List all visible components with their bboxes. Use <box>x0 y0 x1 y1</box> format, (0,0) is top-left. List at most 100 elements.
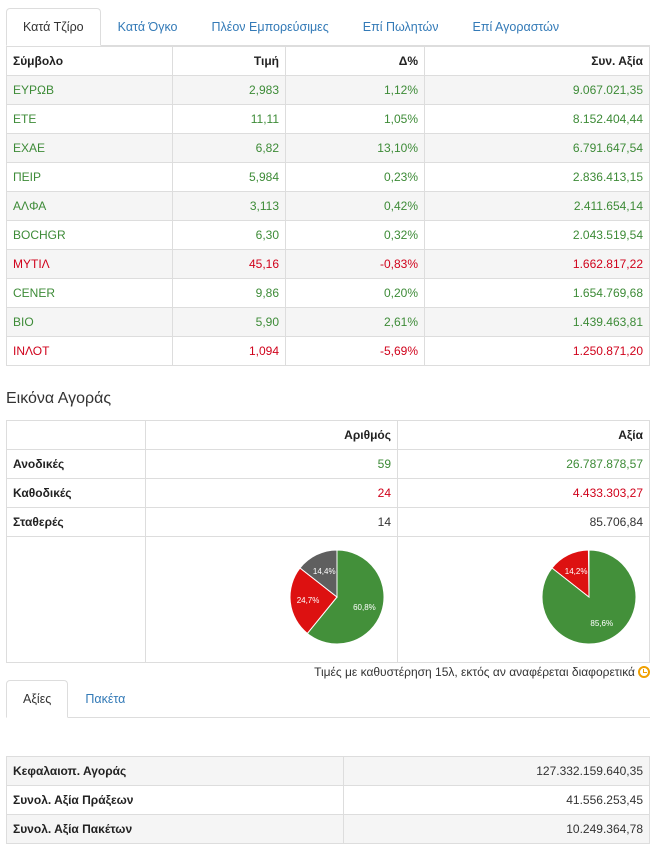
value-cell: 6.791.647,54 <box>424 133 650 163</box>
value-cell: 26.787.878,57 <box>397 449 650 479</box>
clock-icon <box>638 666 650 678</box>
symbol-cell[interactable]: ΑΛΦΑ <box>6 191 173 221</box>
pie-label: 14,2% <box>565 567 588 576</box>
total-value: 41.556.253,45 <box>343 785 650 815</box>
pie-slice-Καθοδικές <box>289 567 338 635</box>
table-row[interactable]: ΑΛΦΑ 3,113 0,42% 2.411.654,14 <box>6 191 650 221</box>
total-label: Κεφαλαιοπ. Αγοράς <box>6 756 344 786</box>
market-table: Αριθμός Αξία Ανοδικές 59 26.787.878,57 Κ… <box>6 420 650 663</box>
price-cell: 6,82 <box>172 133 286 163</box>
symbol-cell[interactable]: ΕΥΡΩΒ <box>6 75 173 105</box>
table-row[interactable]: CENER 9,86 0,20% 1.654.769,68 <box>6 278 650 308</box>
pie-label: 24,7% <box>297 596 320 605</box>
change-cell: 2,61% <box>285 307 425 337</box>
change-cell: 1,05% <box>285 104 425 134</box>
tab-by-volume[interactable]: Κατά Όγκο <box>117 20 178 34</box>
value-cell: 4.433.303,27 <box>397 478 650 508</box>
table-row[interactable]: BOCHGR 6,30 0,32% 2.043.519,54 <box>6 220 650 250</box>
change-cell: -5,69% <box>285 336 425 366</box>
value-cell: 2.411.654,14 <box>424 191 650 221</box>
tab-values[interactable]: Αξίες <box>6 680 69 718</box>
symbol-cell[interactable]: ΙΝΛΟΤ <box>6 336 173 366</box>
header-market-value: Αξία <box>397 420 650 450</box>
table-row: Κεφαλαιοπ. Αγοράς 127.332.159.640,35 <box>6 756 650 786</box>
value-cell: 85.706,84 <box>397 507 650 537</box>
pie-label: 85,6% <box>590 619 613 628</box>
symbol-cell[interactable]: ΜΥΤΙΛ <box>6 249 173 279</box>
change-cell: 0,23% <box>285 162 425 192</box>
tab-blocks[interactable]: Πακέτα <box>85 692 126 706</box>
table-row: Συνολ. Αξία Πράξεων 41.556.253,45 <box>6 785 650 815</box>
empty-cell <box>6 536 146 663</box>
symbol-cell[interactable]: ΒΙΟ <box>6 307 173 337</box>
pie-label: 60,8% <box>353 603 376 612</box>
change-cell: 0,32% <box>285 220 425 250</box>
table-row[interactable]: ΒΙΟ 5,90 2,61% 1.439.463,81 <box>6 307 650 337</box>
symbol-cell[interactable]: ΕΧΑΕ <box>6 133 173 163</box>
header-value: Συν. Αξία <box>424 46 650 76</box>
header-empty <box>6 420 146 450</box>
table-row[interactable]: ΕΥΡΩΒ 2,983 1,12% 9.067.021,35 <box>6 75 650 105</box>
change-cell: 13,10% <box>285 133 425 163</box>
symbol-cell[interactable]: BOCHGR <box>6 220 173 250</box>
price-cell: 5,984 <box>172 162 286 192</box>
symbol-cell[interactable]: ΕΤΕ <box>6 104 173 134</box>
table-row: Σταθερές 14 85.706,84 <box>6 507 650 537</box>
value-cell: 8.152.404,44 <box>424 104 650 134</box>
value-pie-chart: 85,6% 14,2% <box>541 549 637 645</box>
value-cell: 1.439.463,81 <box>424 307 650 337</box>
row-label: Καθοδικές <box>6 478 146 508</box>
pie-slice-Ανοδικές <box>306 549 385 645</box>
value-cell: 2.043.519,54 <box>424 220 650 250</box>
delay-note-text: Τιμές με καθυστέρηση 15λ, εκτός αν αναφέ… <box>314 665 635 679</box>
table-row[interactable]: ΙΝΛΟΤ 1,094 -5,69% 1.250.871,20 <box>6 336 650 366</box>
top-tabs: Κατά Τζίρο Κατά Όγκο Πλέον Εμπορεύσιμες … <box>6 8 650 46</box>
price-cell: 5,90 <box>172 307 286 337</box>
count-pie-cell: 60,8% 24,7% 14,4% <box>145 536 398 663</box>
tab-by-turnover[interactable]: Κατά Τζίρο <box>6 8 101 46</box>
count-pie-chart: 60,8% 24,7% 14,4% <box>289 549 385 645</box>
tab-buyers[interactable]: Επί Αγοραστών <box>472 20 560 34</box>
table-row: Ανοδικές 59 26.787.878,57 <box>6 449 650 479</box>
row-label: Ανοδικές <box>6 449 146 479</box>
tab-sellers[interactable]: Επί Πωλητών <box>362 20 439 34</box>
table-row: Συνολ. Αξία Πακέτων 10.249.364,78 <box>6 814 650 844</box>
change-cell: 0,42% <box>285 191 425 221</box>
header-symbol: Σύμβολο <box>6 46 173 76</box>
value-cell: 9.067.021,35 <box>424 75 650 105</box>
total-label: Συνολ. Αξία Πακέτων <box>6 814 344 844</box>
tab-most-traded[interactable]: Πλέον Εμπορεύσιμες <box>211 20 329 34</box>
header-change: Δ% <box>285 46 425 76</box>
total-label: Συνολ. Αξία Πράξεων <box>6 785 344 815</box>
count-cell: 59 <box>145 449 398 479</box>
price-cell: 3,113 <box>172 191 286 221</box>
price-cell: 2,983 <box>172 75 286 105</box>
total-value: 10.249.364,78 <box>343 814 650 844</box>
table-row[interactable]: ΜΥΤΙΛ 45,16 -0,83% 1.662.817,22 <box>6 249 650 279</box>
table-row[interactable]: ΠΕΙΡ 5,984 0,23% 2.836.413,15 <box>6 162 650 192</box>
delay-note: Τιμές με καθυστέρηση 15λ, εκτός αν αναφέ… <box>314 665 650 679</box>
value-cell: 1.662.817,22 <box>424 249 650 279</box>
symbol-cell[interactable]: ΠΕΙΡ <box>6 162 173 192</box>
header-count: Αριθμός <box>145 420 398 450</box>
table-row[interactable]: ΕΧΑΕ 6,82 13,10% 6.791.647,54 <box>6 133 650 163</box>
count-cell: 24 <box>145 478 398 508</box>
price-cell: 1,094 <box>172 336 286 366</box>
price-cell: 45,16 <box>172 249 286 279</box>
pie-label: 14,4% <box>313 567 336 576</box>
table-row[interactable]: ΕΤΕ 11,11 1,05% 8.152.404,44 <box>6 104 650 134</box>
market-overview-title: Εικόνα Αγοράς <box>6 390 112 407</box>
totals-table: Κεφαλαιοπ. Αγοράς 127.332.159.640,35 Συνο… <box>6 756 650 844</box>
symbol-cell[interactable]: CENER <box>6 278 173 308</box>
price-cell: 9,86 <box>172 278 286 308</box>
bottom-tabs: Αξίες Πακέτα <box>6 680 650 718</box>
value-cell: 2.836.413,15 <box>424 162 650 192</box>
value-cell: 1.250.871,20 <box>424 336 650 366</box>
price-cell: 11,11 <box>172 104 286 134</box>
change-cell: -0,83% <box>285 249 425 279</box>
value-pie-cell: 85,6% 14,2% <box>397 536 650 663</box>
header-price: Τιμή <box>172 46 286 76</box>
pie-slice-Καθοδικές <box>551 549 590 599</box>
change-cell: 0,20% <box>285 278 425 308</box>
price-cell: 6,30 <box>172 220 286 250</box>
